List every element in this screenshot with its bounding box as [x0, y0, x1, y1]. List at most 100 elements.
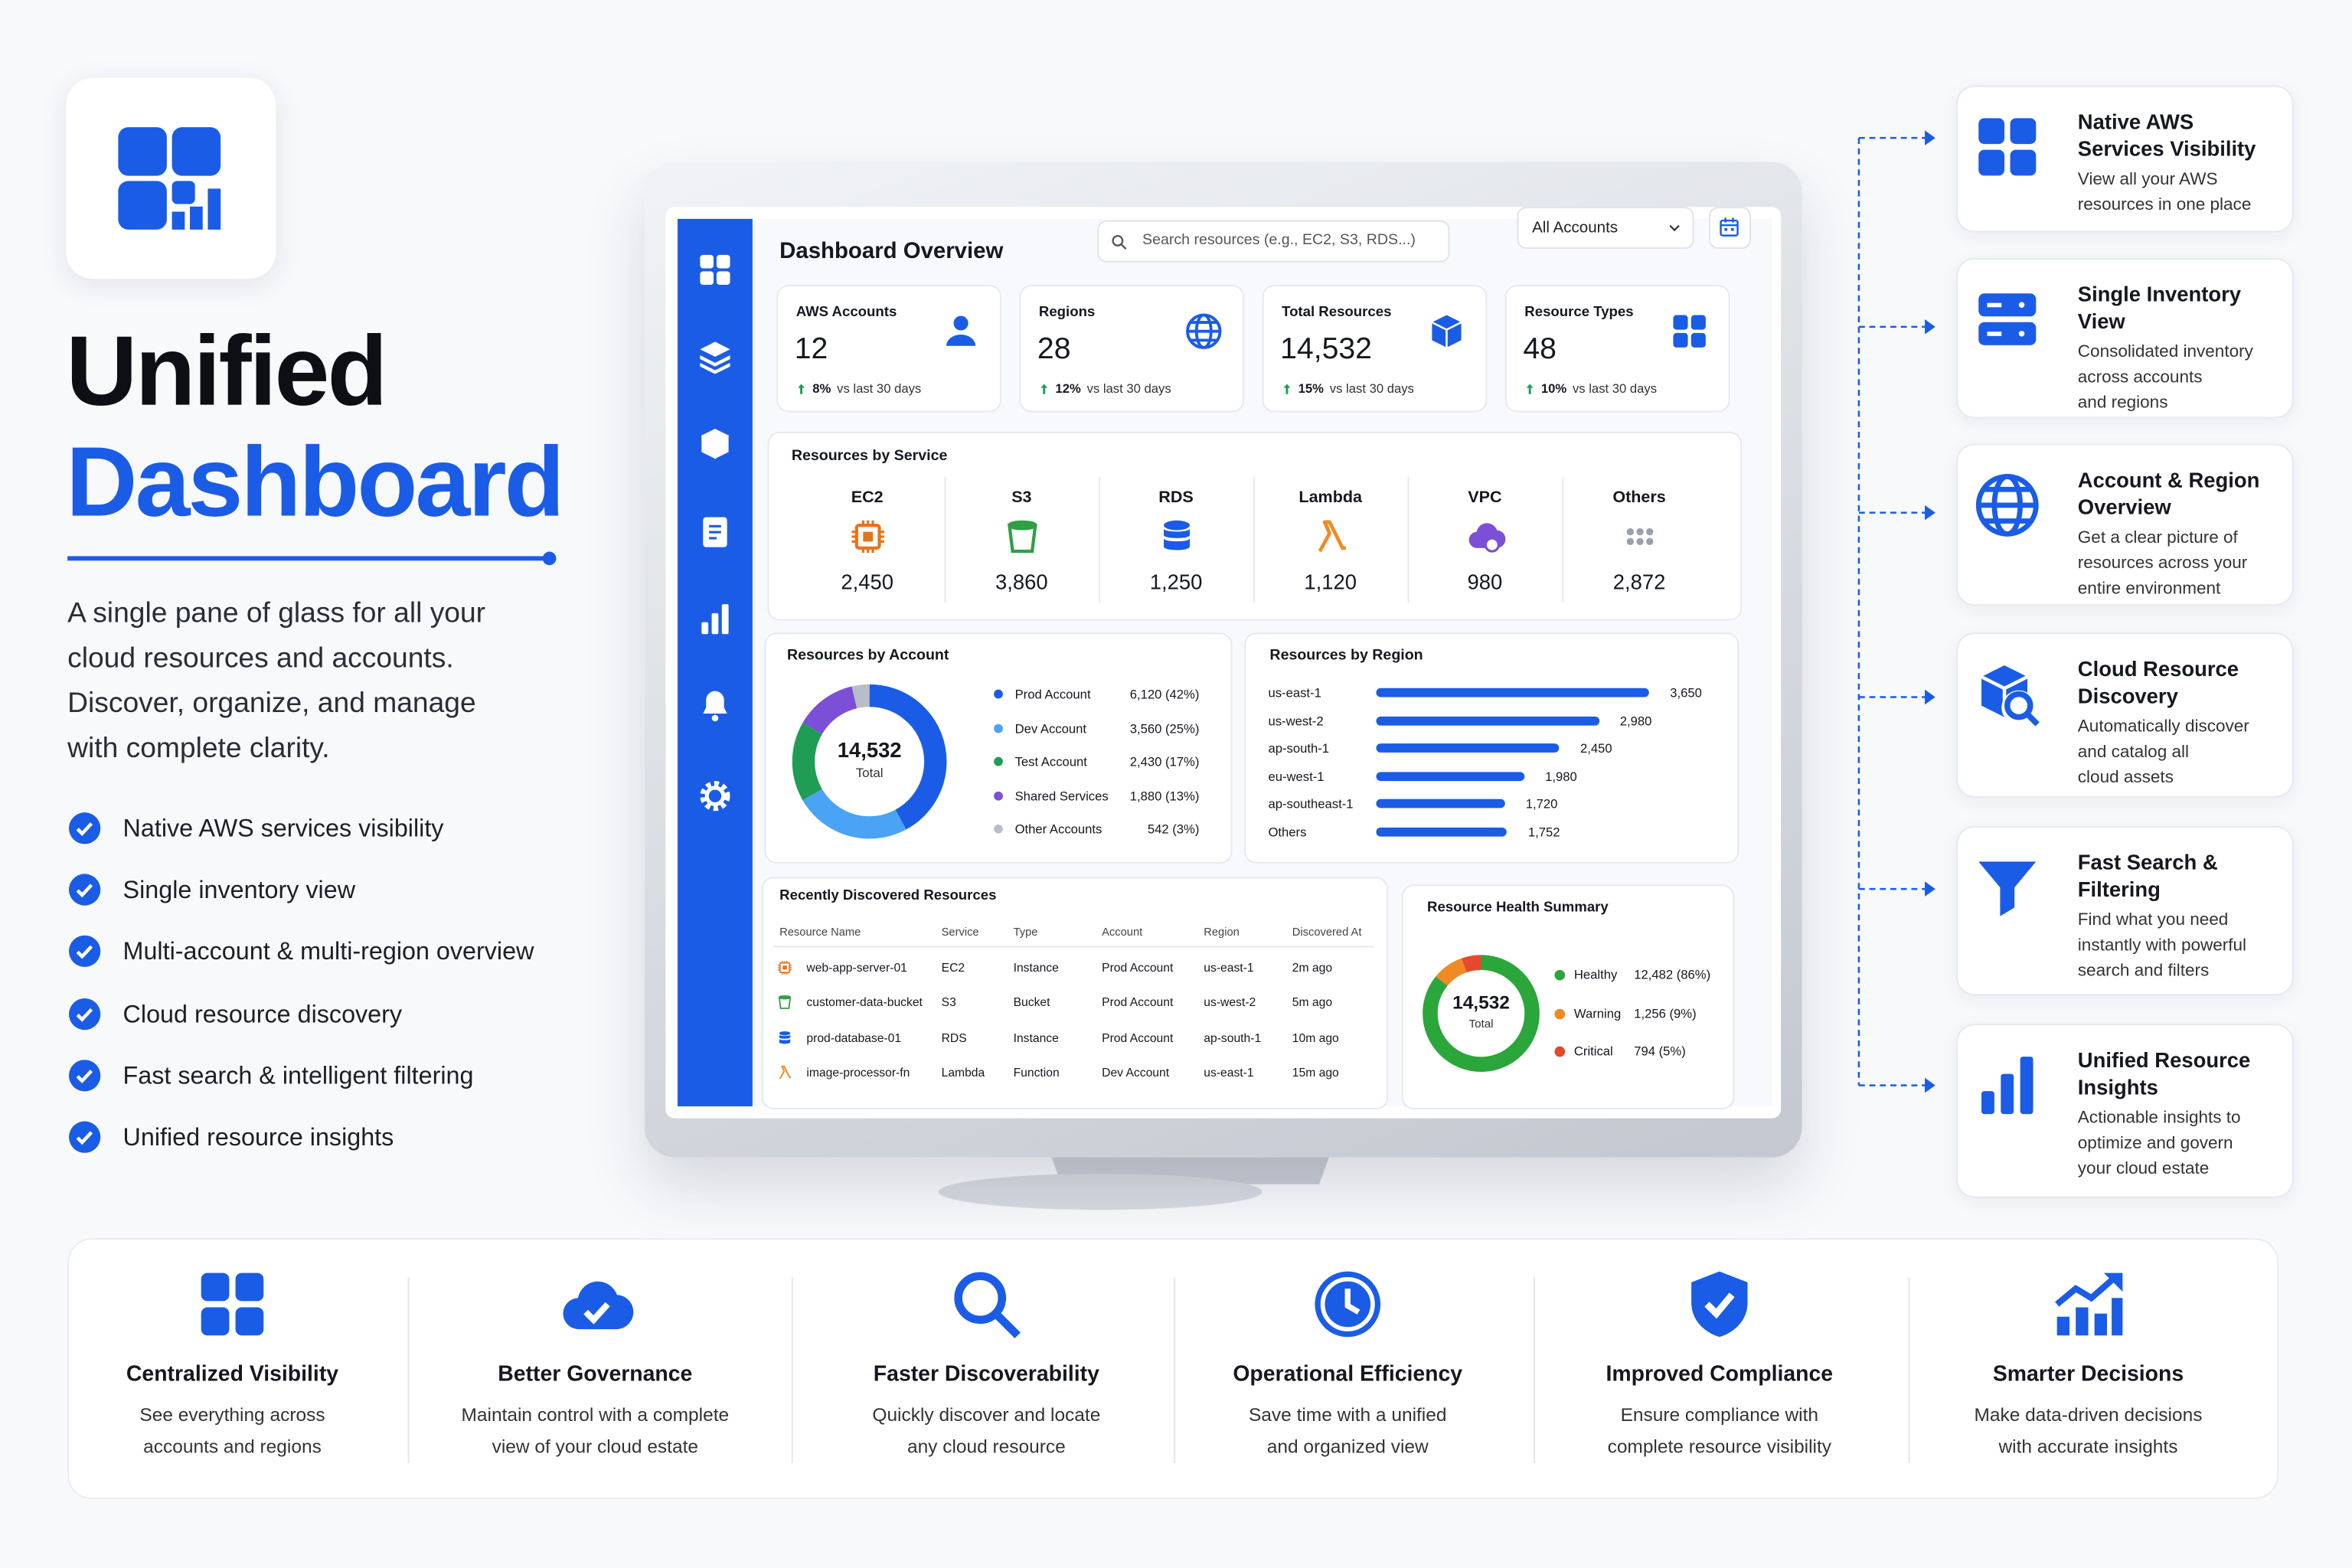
region-name: us-east-1: [1268, 684, 1321, 701]
icon: [1315, 1271, 1381, 1338]
icon-shape: [1669, 224, 1680, 232]
benefit-description: See everything across: [139, 1404, 325, 1426]
stat-note: vs last 30 days: [837, 381, 922, 396]
icon-shape: [700, 271, 714, 286]
icon-shape: [1626, 528, 1654, 545]
icon: [779, 1065, 792, 1080]
icon-shape: [76, 946, 93, 960]
icon-shape: [1007, 523, 1037, 554]
panel-title: Recently Discovered Resources: [779, 887, 997, 904]
icon: [700, 781, 730, 812]
health-panel: [1401, 884, 1735, 1109]
icon-shape: [1978, 149, 2005, 176]
donut-segment: [792, 684, 947, 839]
table-cell: Prod Account: [1102, 995, 1174, 1010]
feature-description: Find what you need: [2077, 911, 2229, 929]
icon-shape: [2004, 691, 2040, 727]
region-value: 2,450: [1580, 740, 1612, 756]
icon-shape: [1724, 227, 1728, 231]
icon-shape: [1673, 315, 1706, 348]
benefit-description: Save time with a unified: [1248, 1404, 1447, 1426]
region-bar: [1376, 688, 1649, 697]
feature-description: Automatically discover: [2077, 717, 2249, 737]
benefit-title: Smarter Decisions: [1992, 1362, 2184, 1387]
stand-base: [938, 1174, 1263, 1210]
panel-title: Resources by Region: [1269, 647, 1423, 665]
icon-shape: [1344, 1289, 1361, 1315]
legend-value: 542 (3%): [1147, 822, 1200, 838]
icon-shape: [1984, 486, 2030, 524]
calendar-button[interactable]: [1709, 207, 1751, 250]
icon-shape: [1164, 520, 1190, 531]
icon: [703, 517, 727, 547]
legend-name: Other Accounts: [1014, 822, 1102, 838]
feature-description: resources across your: [2077, 554, 2248, 573]
icon-shape: [778, 997, 792, 1010]
region-bar: [1376, 799, 1505, 809]
icon: [778, 960, 792, 975]
checklist-item: Fast search & intelligent filtering: [122, 1062, 474, 1090]
icon: [1978, 118, 2037, 176]
icon: [118, 127, 221, 230]
search-box[interactable]: [1097, 220, 1450, 263]
feature-description: Get a clear picture of: [2077, 529, 2238, 547]
icon: [700, 254, 730, 286]
feature-title: Account & Region: [2077, 467, 2260, 492]
icon-shape: [1526, 384, 1534, 394]
icon-shape: [1646, 537, 1654, 545]
icon-shape: [2010, 118, 2037, 145]
account-filter[interactable]: [1517, 207, 1694, 250]
service-name: RDS: [1158, 488, 1194, 507]
legend-dot: [994, 757, 1003, 766]
region-value: 2,980: [1619, 713, 1652, 728]
service-count: 980: [1467, 570, 1503, 594]
service-column: [1407, 476, 1563, 603]
icon-shape: [779, 1038, 791, 1044]
icon: [1975, 473, 2039, 537]
table-cell: Prod Account: [1102, 1031, 1174, 1044]
service-count: 3,860: [995, 570, 1048, 594]
icon: [1186, 313, 1222, 349]
icon-shape: [704, 786, 726, 807]
connector-arrows: [1925, 130, 1936, 1093]
stat-card: [1019, 285, 1245, 413]
benefit-title: Better Governance: [498, 1362, 693, 1387]
icon-shape: [779, 1031, 791, 1044]
icon-shape: [700, 781, 730, 812]
feature-title: Fast Search &: [2077, 850, 2218, 874]
legend-value: 1,256 (9%): [1634, 1004, 1697, 1021]
donut-segment: [792, 684, 947, 839]
feature-description: and regions: [2077, 394, 2168, 413]
region-value: 1,752: [1527, 824, 1560, 840]
icon-shape: [1112, 234, 1127, 250]
service-count: 2,450: [841, 570, 893, 594]
icon-shape: [778, 995, 792, 1000]
icon-shape: [1283, 384, 1291, 394]
icon: [1978, 861, 2037, 916]
icon: [1318, 520, 1346, 553]
feature-card: [1956, 443, 2294, 606]
service-name: VPC: [1468, 488, 1502, 507]
icon: [68, 1121, 101, 1153]
benefit-title: Improved Compliance: [1606, 1362, 1834, 1387]
benefit-description: Quickly discover and locate: [872, 1404, 1101, 1426]
donut-segment: [792, 684, 947, 839]
feature-title: Unified Resource: [2077, 1047, 2251, 1072]
legend-value: 6,120 (42%): [1129, 686, 1200, 702]
stat-value: 48: [1523, 332, 1557, 366]
arrow: [1925, 130, 1936, 145]
icon-shape: [583, 1302, 610, 1325]
arrow: [1925, 505, 1936, 521]
legend-name: Prod Account: [1014, 686, 1091, 702]
icon-shape: [2094, 1313, 2107, 1336]
icon-shape: [1431, 321, 1462, 348]
legend-name: Dev Account: [1014, 720, 1087, 736]
icon: [1720, 217, 1739, 237]
icon-shape: [1978, 118, 2037, 176]
stat-card: [1504, 285, 1730, 413]
icon-shape: [1978, 861, 2037, 916]
